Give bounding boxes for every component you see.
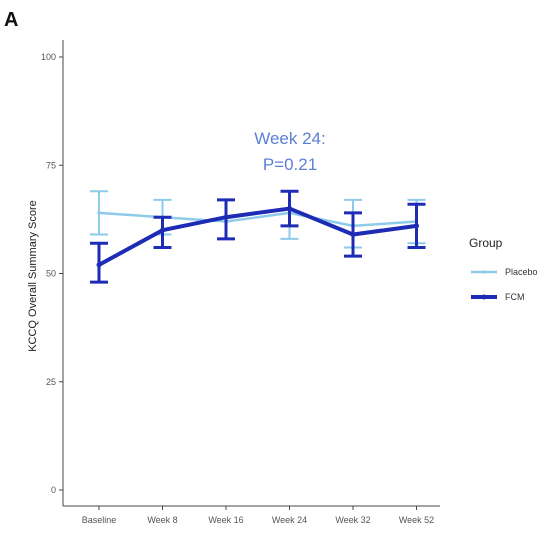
data-point [96,262,102,268]
x-tick-label: Week 8 [147,515,177,525]
x-tick-label: Baseline [82,515,117,525]
series-line [98,211,417,228]
x-tick-label: Week 24 [272,515,307,525]
panel-label: A [4,9,18,31]
y-tick-label: 75 [46,160,56,170]
data-point [287,206,292,212]
series-line [98,206,417,267]
legend-label: Placebo [505,267,538,277]
legend: Group Placebo FCM [469,236,538,302]
annotation-line-1: Week 24: [254,129,326,148]
data-point [160,227,165,233]
legend-swatch-point [481,294,487,300]
data-point [223,214,229,220]
plot-series [90,189,426,284]
y-tick-label: 25 [46,377,56,387]
data-point [350,232,356,238]
legend-title: Group [469,236,503,250]
x-tick-label: Week 16 [208,515,243,525]
annotation-line-2: P=0.21 [263,155,317,174]
y-axis-ticks: 0 25 50 75 100 [41,52,63,495]
x-tick-label: Week 32 [335,515,370,525]
legend-swatch-point [482,270,486,274]
y-axis-label: KCCQ Overall Summary Score [27,200,39,352]
y-tick-label: 0 [51,485,56,495]
legend-label: FCM [505,292,525,302]
legend-item-placebo: Placebo [471,267,538,277]
annotation: Week 24: P=0.21 [254,129,326,174]
data-point [97,211,101,215]
y-tick-label: 100 [41,52,56,62]
x-tick-label: Week 52 [399,515,434,525]
series-placebo [90,190,426,249]
data-point [414,223,419,229]
x-axis-ticks: Baseline Week 8 Week 16 Week 24 Week 32 Week … [82,506,434,525]
series-fcm [90,189,426,284]
legend-item-fcm: FCM [471,292,525,302]
y-tick-label: 50 [46,269,56,279]
